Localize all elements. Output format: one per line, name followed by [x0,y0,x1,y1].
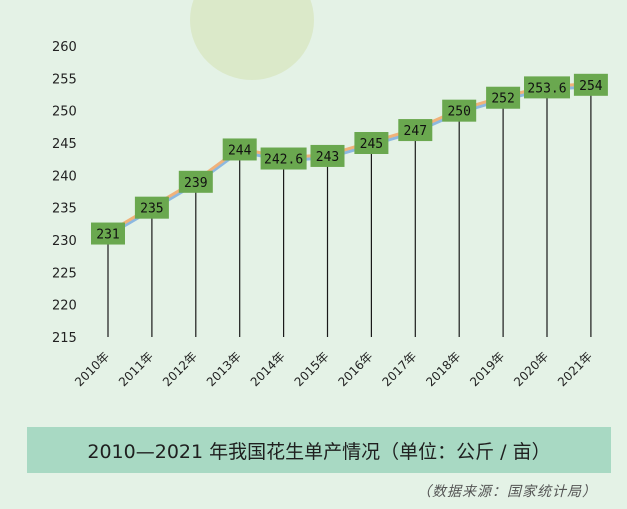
data-label: 242.6 [264,153,303,168]
source-note: （数据来源：国家统计局） [417,484,597,500]
y-tick-label: 230 [52,234,77,249]
x-tick-label: 2016年 [336,349,376,389]
data-label: 254 [579,79,603,94]
x-axis-ticks: 2010年 2011年 2012年 2013年 2014年 2015年 2016年 2017年… [72,349,595,389]
data-label-box [573,73,608,96]
y-tick-label: 235 [52,202,77,217]
data-label-box [91,222,125,245]
y-tick-label: 225 [52,266,77,281]
data-label: 247 [404,124,427,139]
y-axis-ticks: 215 220 225 230 235 240 245 250 255 260 [52,40,77,346]
data-label: 250 [447,105,470,120]
data-label: 244 [228,143,252,158]
data-label-box [134,196,169,219]
data-label-box [354,132,389,154]
data-label: 245 [360,137,383,152]
data-label-box [178,170,213,193]
x-tick-label: 2018年 [423,349,463,389]
series-line-blue [107,85,591,237]
data-label: 252 [491,92,514,107]
x-tick-label: 2017年 [379,349,419,389]
x-tick-label: 2010年 [72,349,112,389]
y-tick-label: 255 [52,72,77,87]
y-tick-label: 220 [52,299,77,314]
x-tick-label: 2015年 [292,349,332,389]
data-label-box [310,144,345,167]
decorative-blob [190,0,314,80]
data-label: 235 [140,202,163,217]
data-label: 243 [316,150,339,165]
y-tick-label: 260 [52,40,77,55]
data-label-box [524,76,570,99]
drop-lines [107,84,592,337]
data-label-box [260,147,307,170]
data-label-box [398,119,433,142]
data-label-box [486,86,521,109]
data-label-box [442,99,477,122]
data-label: 253.6 [527,81,566,96]
data-label: 231 [96,228,119,243]
chart-caption: 2010—2021 年我国花生单产情况（单位：公斤 / 亩） [27,427,611,473]
x-tick-label: 2019年 [467,349,507,389]
x-tick-label: 2021年 [555,349,595,389]
y-tick-label: 245 [52,137,77,152]
y-tick-label: 240 [52,169,77,184]
x-tick-label: 2011年 [116,349,156,389]
x-tick-label: 2013年 [204,349,244,389]
x-tick-label: 2020年 [511,349,551,389]
x-tick-label: 2012年 [160,349,200,389]
data-labels: 231 235 239 244 242.6 243 245 247 250 252 253.6 254 [91,73,608,245]
x-tick-label: 2014年 [248,349,288,389]
data-label-box [222,138,257,161]
chart: 215 220 225 230 235 240 245 250 255 260 231 235 239… [52,0,608,389]
data-label: 239 [184,176,207,191]
y-tick-label: 215 [52,331,77,346]
y-tick-label: 250 [52,105,77,120]
